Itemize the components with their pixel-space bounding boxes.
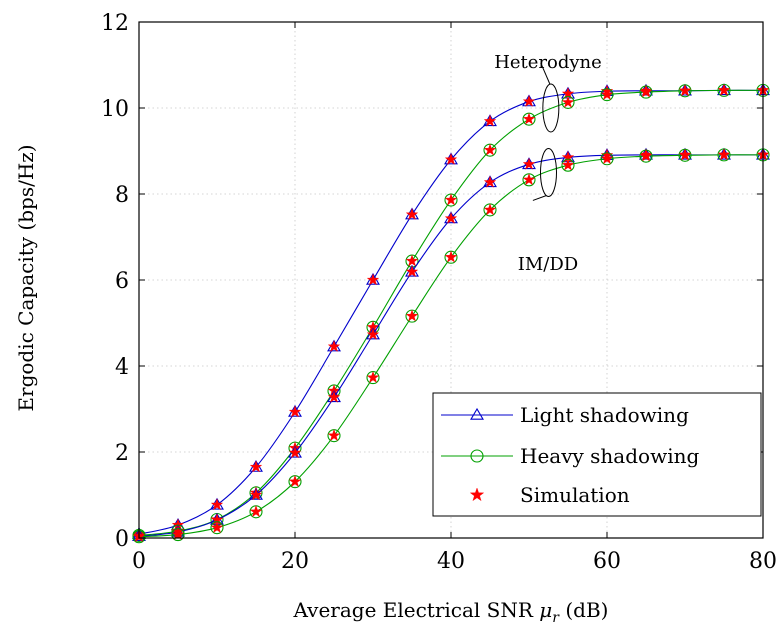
- simulation-point: [288, 475, 302, 488]
- imdd-pointer: [532, 195, 547, 201]
- simulation-point: [444, 250, 458, 263]
- simulation-point: [327, 340, 341, 352]
- simulation-point: [249, 460, 263, 473]
- series-imdd-heavy-shadowing: [132, 148, 770, 544]
- x-tick-label: 80: [749, 549, 777, 574]
- series-line: [138, 154, 763, 537]
- series-line: [138, 89, 764, 535]
- legend-label: Simulation: [520, 483, 630, 507]
- simulation-point: [249, 505, 263, 518]
- simulation-point: [366, 273, 380, 286]
- legend-item-light-shadowing: Light shadowing: [441, 403, 689, 427]
- annotations: Heterodyne IM/DD: [494, 52, 602, 275]
- simulation-point: [561, 158, 575, 171]
- x-tick-label: 0: [132, 549, 146, 574]
- simulation-point: [171, 527, 185, 540]
- simulation-point: [717, 83, 731, 96]
- y-tick-label: 10: [101, 97, 129, 122]
- simulation-point: [639, 149, 653, 162]
- series-line: [138, 89, 764, 536]
- simulation-point: [249, 488, 263, 501]
- simulation-point: [483, 114, 497, 127]
- heterodyne-label: Heterodyne: [494, 52, 602, 73]
- simulation-point: [639, 85, 653, 98]
- plot-series: [132, 83, 770, 544]
- legend: Light shadowing Heavy shadowing Simulation: [432, 392, 762, 517]
- axis-ticks: 0 20 40 60 80 0 2 4 6 8 10 12: [101, 11, 777, 574]
- simulation-point: [405, 265, 419, 278]
- simulation-point: [288, 446, 302, 459]
- legend-box: [432, 392, 762, 517]
- x-tick-label: 60: [593, 549, 621, 574]
- y-tick-label: 4: [115, 355, 129, 380]
- simulation-point: [405, 254, 419, 267]
- x-tick-label: 40: [437, 549, 465, 574]
- legend-marker: [470, 407, 484, 420]
- y-tick-label: 0: [115, 527, 129, 552]
- simulation-point: [522, 94, 536, 107]
- simulation-point: [327, 429, 341, 442]
- simulation-point: [483, 203, 497, 216]
- simulation-point: [600, 88, 614, 101]
- y-axis-title: Ergodic Capacity (bps/Hz): [14, 144, 38, 411]
- simulation-point: [405, 309, 419, 322]
- simulation-point: [678, 148, 692, 161]
- legend-item-simulation: Simulation: [469, 483, 630, 507]
- simulation-point: [366, 328, 380, 340]
- simulation-point: [483, 143, 497, 156]
- simulation-point: [288, 405, 302, 418]
- legend-label: Heavy shadowing: [520, 444, 699, 468]
- simulation-point: [366, 371, 380, 383]
- simulation-point: [444, 211, 458, 224]
- y-tick-label: 8: [115, 183, 129, 208]
- simulation-point: [522, 112, 536, 125]
- x-tick-label: 20: [281, 549, 309, 574]
- imdd-ellipse: [540, 148, 557, 197]
- simulation-point: [444, 152, 458, 165]
- legend-label: Light shadowing: [520, 403, 689, 427]
- simulation-point: [327, 390, 341, 403]
- simulation-point: [561, 95, 575, 108]
- heterodyne-pointer: [540, 62, 551, 85]
- legend-item-heavy-shadowing: Heavy shadowing: [441, 444, 699, 468]
- legend-marker: [469, 487, 485, 502]
- imdd-label: IM/DD: [518, 254, 578, 275]
- simulation-point: [678, 84, 692, 97]
- simulation-point: [210, 521, 224, 534]
- simulation-point: [522, 157, 536, 170]
- y-tick-label: 12: [101, 11, 129, 36]
- y-tick-label: 6: [115, 269, 129, 294]
- heterodyne-ellipse: [542, 83, 560, 133]
- simulation-point: [717, 148, 731, 161]
- simulation-point: [483, 175, 497, 188]
- x-axis-title: Average Electrical SNR μr (dB): [293, 598, 609, 626]
- simulation-point: [405, 208, 419, 220]
- legend-marker: [470, 449, 484, 463]
- simulation-point: [444, 193, 458, 206]
- simulation-point: [522, 173, 536, 186]
- simulation-point: [210, 498, 224, 511]
- simulation-point: [600, 152, 614, 165]
- y-tick-label: 2: [115, 441, 129, 466]
